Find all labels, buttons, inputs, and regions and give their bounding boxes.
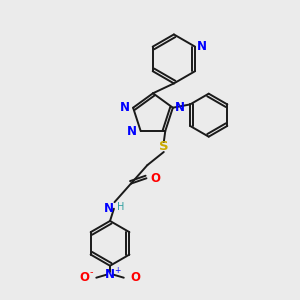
Text: +: + xyxy=(114,266,121,275)
Text: N: N xyxy=(127,124,137,138)
Text: N: N xyxy=(119,101,130,114)
Text: N: N xyxy=(104,202,114,215)
Text: -: - xyxy=(89,267,93,277)
Text: S: S xyxy=(159,140,169,153)
Text: H: H xyxy=(118,202,125,212)
Text: O: O xyxy=(80,271,90,284)
Text: N: N xyxy=(175,100,185,114)
Text: N: N xyxy=(197,40,207,53)
Text: O: O xyxy=(130,271,140,284)
Text: N: N xyxy=(105,268,115,281)
Text: O: O xyxy=(150,172,160,185)
